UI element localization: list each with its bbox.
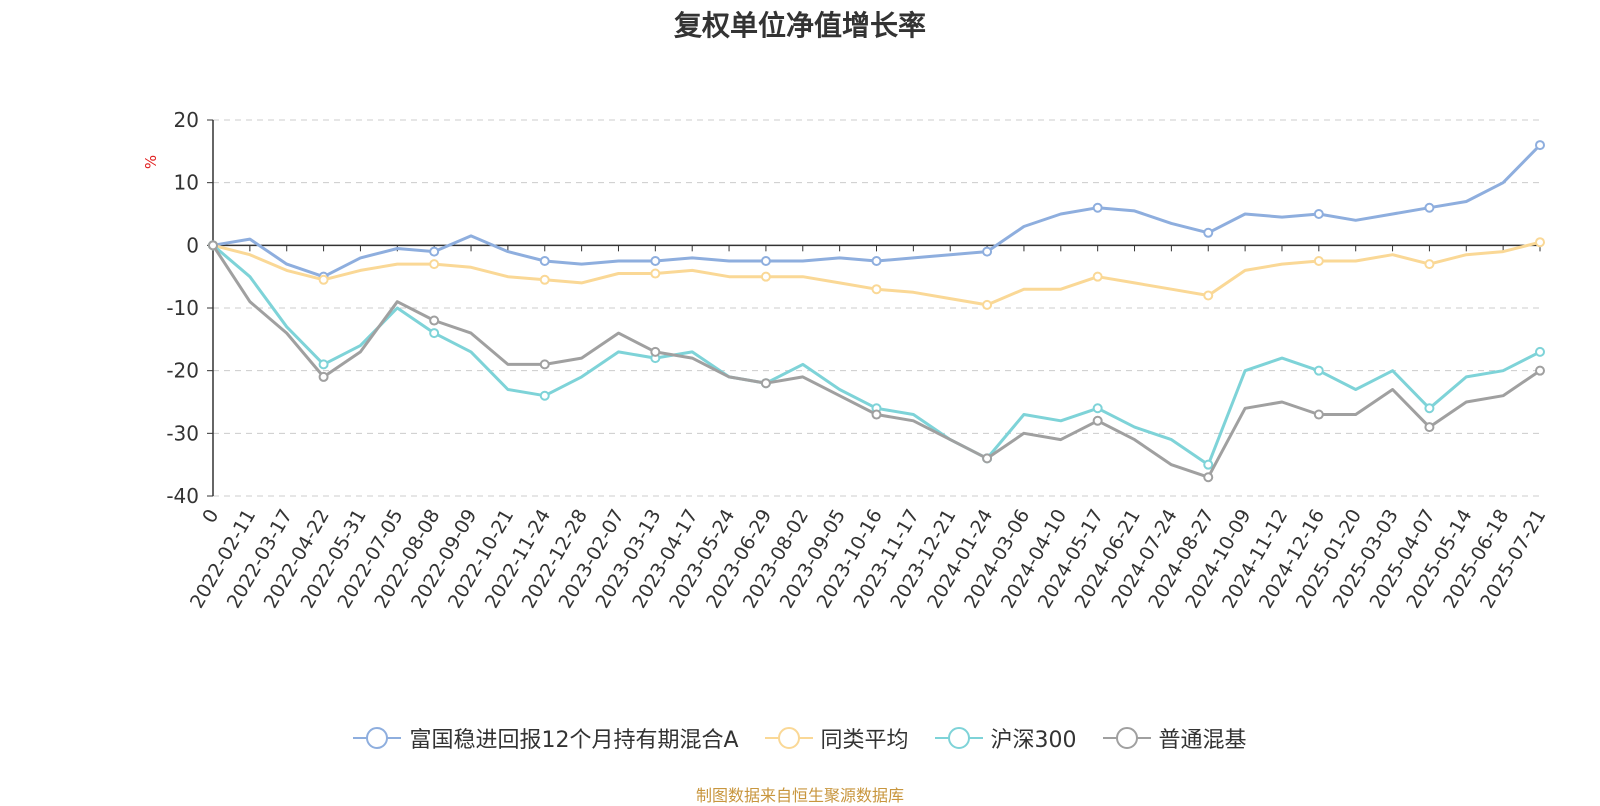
legend-line-icon bbox=[764, 727, 813, 749]
data-point bbox=[208, 240, 218, 251]
x-tick-label: 0 bbox=[198, 506, 223, 527]
data-point bbox=[1313, 256, 1324, 266]
y-tick-label: -30 bbox=[166, 421, 199, 445]
data-point bbox=[1092, 202, 1103, 213]
data-point bbox=[539, 359, 550, 370]
data-point bbox=[539, 390, 550, 401]
legend-label: 普通混基 bbox=[1158, 728, 1247, 753]
legend-label: 同类平均 bbox=[820, 728, 909, 753]
data-point bbox=[760, 378, 771, 389]
data-point bbox=[318, 359, 329, 370]
data-point bbox=[982, 246, 993, 257]
y-tick-label: 10 bbox=[174, 171, 199, 195]
data-point bbox=[318, 371, 329, 382]
data-point bbox=[650, 346, 661, 357]
data-point bbox=[429, 328, 440, 339]
grid-lines bbox=[213, 119, 1540, 497]
data-point bbox=[1535, 237, 1545, 248]
data-point bbox=[650, 268, 661, 279]
legend-line-icon bbox=[353, 727, 402, 749]
legend-label: 沪深300 bbox=[990, 728, 1077, 753]
data-point bbox=[1092, 415, 1103, 426]
data-point bbox=[539, 274, 550, 285]
data-point bbox=[1424, 422, 1435, 433]
data-point bbox=[1203, 290, 1214, 301]
chart-title: 复权单位净值增长率 bbox=[673, 9, 926, 42]
data-source-note: 制图数据来自恒生聚源数据库 bbox=[695, 786, 904, 805]
data-point bbox=[871, 409, 882, 420]
legend: 富国稳进回报12个月持有期混合A 同类平均 沪深300 普通混基 bbox=[0, 722, 1600, 754]
data-point bbox=[1535, 140, 1545, 151]
y-tick-label: 20 bbox=[174, 108, 199, 132]
data-point bbox=[429, 259, 440, 270]
legend-label: 富国稳进回报12个月持有期混合A bbox=[409, 728, 739, 753]
data-point bbox=[760, 271, 771, 282]
data-point bbox=[1424, 403, 1435, 414]
series-line-2 bbox=[212, 244, 1541, 467]
data-point bbox=[650, 256, 661, 266]
legend-item-peer-average[interactable]: 同类平均 bbox=[764, 722, 909, 754]
data-point bbox=[871, 256, 882, 266]
line-chart: 20100-10-20-30-40%02022-02-112022-03-172… bbox=[142, 108, 1550, 612]
series-lines bbox=[208, 140, 1545, 483]
data-point bbox=[1313, 365, 1324, 376]
axis-labels: 20100-10-20-30-40%02022-02-112022-03-172… bbox=[142, 108, 1550, 612]
legend-item-hybrid-fund[interactable]: 普通混基 bbox=[1102, 722, 1247, 754]
data-point bbox=[1203, 227, 1214, 238]
legend-line-icon bbox=[934, 727, 983, 749]
data-point bbox=[1203, 472, 1214, 483]
data-point bbox=[982, 299, 993, 310]
data-point bbox=[871, 284, 882, 295]
data-point bbox=[1313, 209, 1324, 219]
data-point bbox=[1203, 459, 1214, 470]
y-tick-label: -40 bbox=[166, 484, 199, 508]
data-point bbox=[1092, 403, 1103, 414]
data-point bbox=[539, 256, 550, 266]
legend-item-fund[interactable]: 富国稳进回报12个月持有期混合A bbox=[353, 722, 739, 754]
data-point bbox=[1535, 346, 1545, 357]
legend-item-csi300[interactable]: 沪深300 bbox=[934, 722, 1077, 754]
data-point bbox=[429, 246, 440, 257]
y-tick-label: -20 bbox=[166, 359, 199, 383]
data-point bbox=[429, 315, 440, 326]
y-tick-label: 0 bbox=[186, 233, 199, 257]
data-point bbox=[1092, 271, 1103, 282]
data-point bbox=[1424, 202, 1435, 213]
series-line-3 bbox=[211, 244, 1541, 479]
data-point bbox=[1313, 409, 1324, 420]
data-point bbox=[1535, 365, 1545, 376]
axes bbox=[207, 119, 1541, 497]
data-point bbox=[982, 453, 993, 464]
y-tick-label: -10 bbox=[166, 296, 199, 320]
data-point bbox=[318, 274, 329, 285]
data-point bbox=[1424, 259, 1435, 270]
legend-line-icon bbox=[1102, 727, 1151, 749]
y-axis-unit: % bbox=[142, 155, 160, 169]
series-line-1 bbox=[212, 240, 1541, 307]
data-point bbox=[760, 256, 771, 266]
